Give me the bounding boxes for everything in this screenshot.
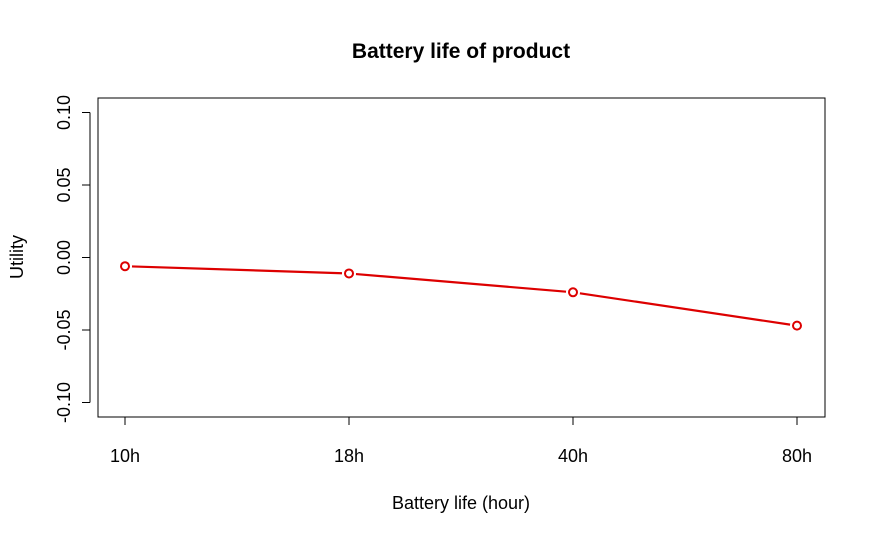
data-point bbox=[344, 268, 354, 279]
y-axis: -0.10 -0.05 0.00 0.05 0.10 bbox=[54, 95, 91, 423]
plot-area bbox=[97, 97, 826, 418]
y-axis-label: Utility bbox=[7, 235, 27, 279]
chart-title: Battery life of product bbox=[352, 40, 570, 63]
series-line-segment bbox=[579, 292, 791, 326]
y-tick-label: 0.05 bbox=[54, 167, 74, 202]
x-tick-label: 40h bbox=[558, 446, 588, 466]
x-tick-label: 80h bbox=[782, 446, 812, 466]
series-layer bbox=[120, 261, 802, 331]
series-line-segment bbox=[355, 272, 567, 293]
series-line-segment bbox=[131, 265, 343, 275]
y-tick-label: -0.05 bbox=[54, 309, 74, 350]
data-point bbox=[792, 320, 802, 331]
data-point bbox=[120, 261, 130, 272]
data-point bbox=[568, 287, 578, 298]
y-tick-label: -0.10 bbox=[54, 382, 74, 423]
x-tick-label: 18h bbox=[334, 446, 364, 466]
x-axis-label: Battery life (hour) bbox=[392, 493, 530, 513]
x-tick-label: 10h bbox=[110, 446, 140, 466]
y-tick-label: 0.10 bbox=[54, 95, 74, 130]
x-axis: 10h 18h 40h 80h bbox=[110, 416, 812, 466]
y-tick-label: 0.00 bbox=[54, 240, 74, 275]
